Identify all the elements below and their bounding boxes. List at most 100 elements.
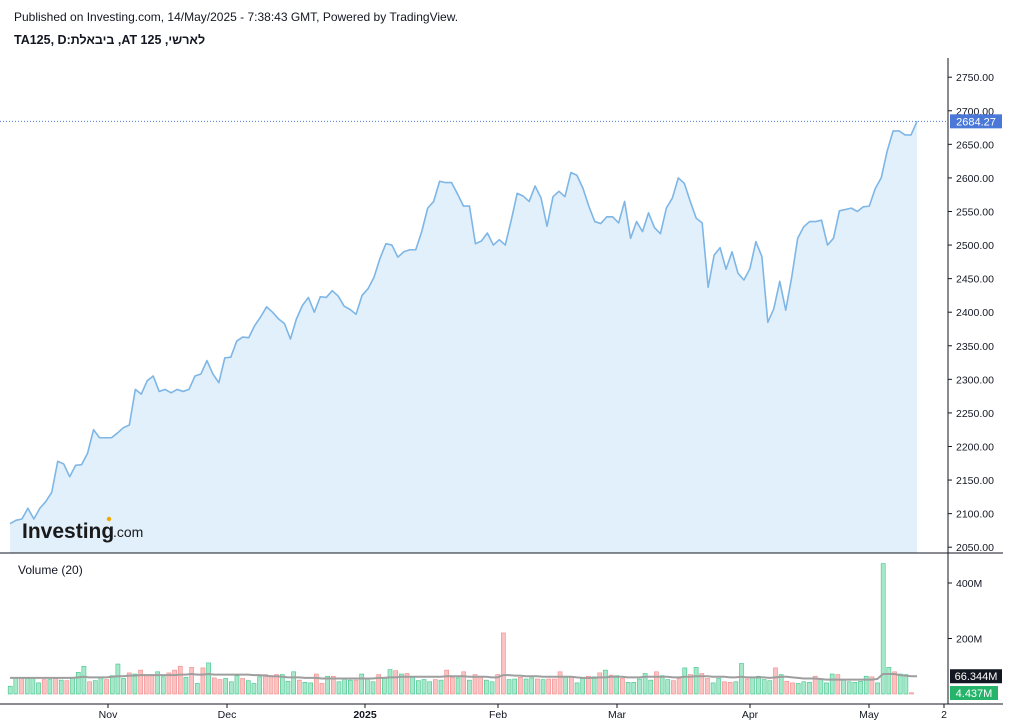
volume-bar: [274, 674, 279, 695]
volume-bar: [251, 683, 257, 695]
volume-layer: [7, 563, 917, 695]
volume-bar: [461, 671, 467, 695]
price-tick-label: 2050.00: [956, 542, 994, 554]
volume-bar: [733, 681, 739, 695]
time-tick-label: 2: [941, 709, 947, 721]
volume-bar: [795, 683, 801, 695]
volume-bar: [30, 677, 36, 695]
volume-bar: [671, 680, 676, 695]
volume-bar: [841, 679, 846, 695]
time-tick-label: May: [859, 709, 880, 721]
volume-bar: [47, 679, 53, 695]
volume-bar: [319, 683, 325, 695]
volume-bar: [484, 679, 489, 695]
volume-bar: [155, 671, 160, 695]
volume-bar: [807, 682, 812, 695]
volume-bar: [569, 677, 574, 695]
volume-bar: [880, 563, 886, 695]
volume-bar: [535, 678, 540, 695]
volume-bar: [699, 673, 705, 695]
volume-bar: [790, 682, 795, 695]
volume-bar: [676, 678, 682, 695]
volume-bar: [523, 678, 529, 695]
price-tick-label: 2450.00: [956, 274, 994, 286]
volume-bar: [421, 679, 427, 695]
volume-bar: [404, 673, 410, 695]
volume-bar: [501, 632, 506, 695]
volume-bar: [625, 682, 631, 695]
volume-bar: [455, 677, 461, 695]
volume-bar: [744, 678, 750, 695]
volume-bar: [364, 677, 370, 695]
volume-bar: [450, 677, 455, 695]
logo-word: Investing: [22, 520, 114, 543]
volume-bar: [512, 678, 518, 695]
volume-bar: [189, 667, 194, 695]
volume-bar: [858, 680, 863, 695]
price-area-fill: [10, 121, 917, 553]
volume-title: Volume (20): [18, 563, 83, 577]
time-tick-label: Dec: [218, 709, 237, 721]
volume-bar: [166, 672, 172, 695]
volume-bar: [897, 673, 903, 695]
volume-bar: [518, 677, 523, 695]
volume-bar: [540, 679, 546, 695]
volume-bar: [347, 679, 353, 695]
volume-bar: [433, 679, 438, 695]
last-price-badge: [950, 114, 1002, 129]
volume-bar: [70, 677, 75, 695]
volume-bar: [886, 667, 892, 695]
volume-bar: [257, 676, 262, 695]
volume-bar: [773, 667, 778, 695]
price-tick-label: 2600.00: [956, 173, 994, 185]
volume-bar: [245, 680, 251, 695]
volume-bar: [909, 692, 914, 695]
volume-ma-label: 66.344M: [955, 671, 998, 683]
volume-bar: [591, 676, 597, 695]
volume-bar: [761, 679, 767, 695]
volume-bar: [659, 675, 665, 695]
volume-bar: [353, 679, 359, 695]
volume-bar: [109, 675, 115, 695]
volume-bar: [285, 680, 291, 695]
volume-tick-label: 400M: [956, 578, 982, 590]
volume-bar: [710, 682, 716, 695]
volume-bar: [603, 669, 608, 695]
volume-bar: [41, 679, 47, 695]
time-tick-label: Nov: [99, 709, 118, 721]
price-tick-label: 2350.00: [956, 341, 994, 353]
volume-bar: [846, 681, 852, 695]
volume-bar: [138, 669, 143, 695]
volume-bar: [223, 678, 228, 695]
volume-bar: [330, 675, 336, 695]
volume-bar: [756, 675, 761, 695]
volume-bar: [665, 679, 671, 695]
volume-bar: [506, 679, 512, 695]
time-tick-label: Apr: [742, 709, 759, 721]
volume-bar: [608, 674, 614, 695]
volume-bar: [200, 667, 206, 695]
price-tick-label: 2250.00: [956, 408, 994, 420]
volume-bar: [143, 674, 149, 695]
price-tick-label: 2300.00: [956, 374, 994, 386]
volume-tick-label: 200M: [956, 634, 982, 646]
volume-bar: [279, 674, 285, 695]
volume-bar: [24, 678, 30, 695]
volume-bar: [574, 682, 580, 695]
volume-bar: [818, 679, 824, 695]
volume-bar: [98, 677, 104, 695]
volume-bar: [682, 667, 688, 695]
volume-bar: [478, 675, 484, 695]
volume-bar: [211, 677, 217, 695]
volume-bar: [631, 682, 637, 695]
volume-bar: [427, 681, 433, 695]
price-tick-label: 2200.00: [956, 441, 994, 453]
volume-bar: [240, 678, 245, 695]
volume-bar: [387, 669, 393, 695]
price-axis: 2750.002700.002650.002600.002550.002500.…: [948, 72, 994, 554]
volume-bar: [308, 682, 313, 695]
volume-bar: [160, 676, 166, 695]
logo-suffix: .com: [113, 524, 143, 540]
volume-bar: [852, 682, 858, 695]
